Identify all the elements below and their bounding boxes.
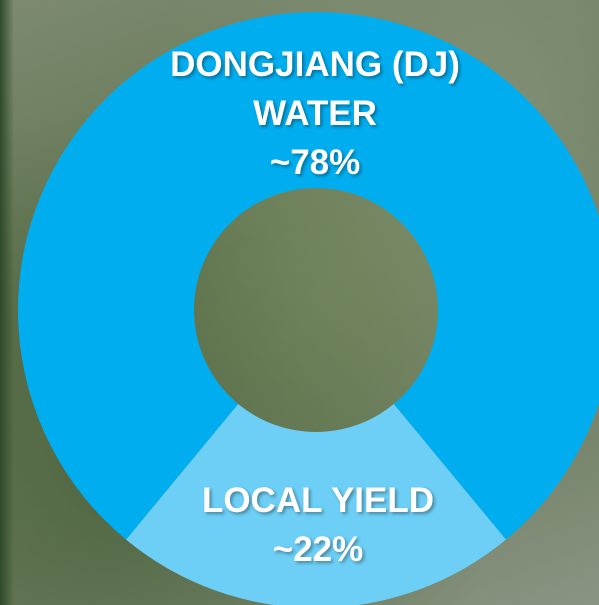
background-edge [0,0,14,605]
slice-label: DONGJIANG (DJ) WATER ~78% [165,40,465,187]
value-label: ~78% [269,143,361,182]
donut-slice [126,404,506,605]
donut-slice [18,11,599,540]
category-label: LOCAL YIELD [201,481,435,520]
slice-label: LOCAL YIELD ~22% [148,476,488,574]
category-label: DONGJIANG (DJ) WATER [170,45,460,133]
value-label: ~22% [272,530,364,569]
